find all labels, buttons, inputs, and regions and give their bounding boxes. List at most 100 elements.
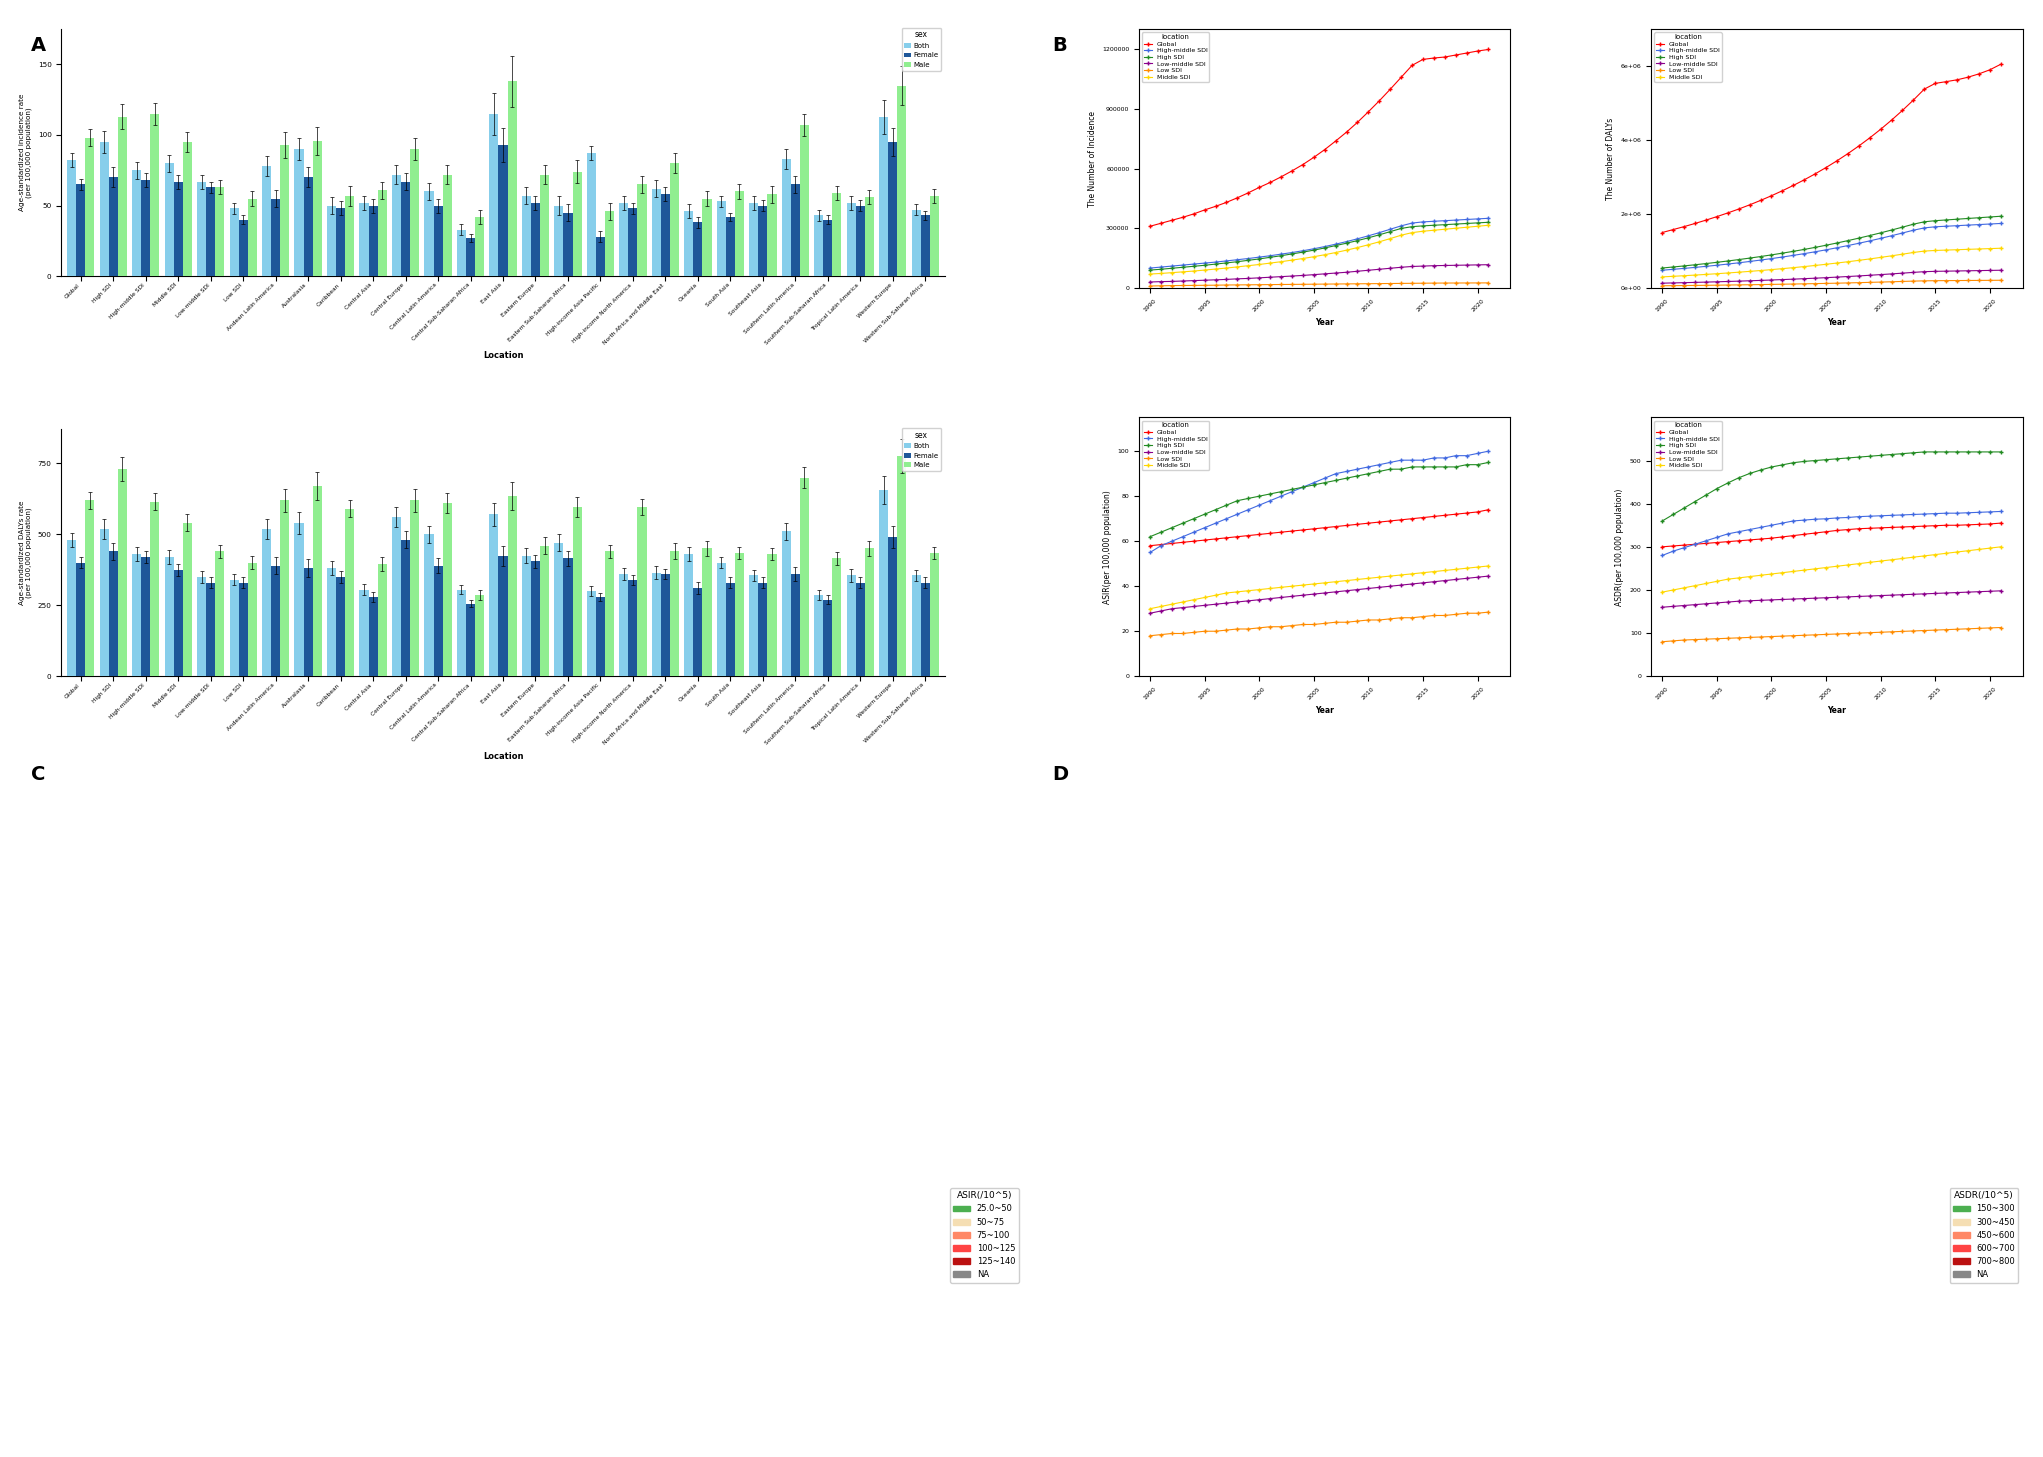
Bar: [229, 208, 239, 277]
Bar: [174, 570, 182, 676]
Bar: [629, 208, 637, 277]
Bar: [521, 195, 531, 277]
Legend: Global, High-middle SDI, High SDI, Low-middle SDI, Low SDI, Middle SDI: Global, High-middle SDI, High SDI, Low-m…: [1142, 32, 1209, 82]
Bar: [108, 178, 118, 277]
Bar: [304, 178, 313, 277]
Bar: [586, 153, 597, 277]
Bar: [801, 478, 809, 676]
Bar: [392, 175, 400, 277]
Y-axis label: The Number of DALYs: The Number of DALYs: [1606, 118, 1616, 200]
Bar: [476, 217, 484, 277]
Bar: [911, 210, 921, 277]
Bar: [294, 149, 304, 277]
Bar: [425, 191, 433, 277]
Bar: [476, 596, 484, 676]
Bar: [443, 175, 452, 277]
Bar: [215, 551, 225, 676]
Bar: [411, 500, 419, 676]
Bar: [815, 216, 823, 277]
X-axis label: Year: Year: [1316, 318, 1334, 326]
Bar: [637, 507, 646, 676]
Bar: [345, 195, 353, 277]
Bar: [637, 185, 646, 277]
Bar: [272, 198, 280, 277]
Bar: [247, 198, 257, 277]
Bar: [466, 603, 476, 676]
Bar: [280, 144, 290, 277]
Bar: [327, 205, 335, 277]
Bar: [735, 552, 744, 676]
Bar: [335, 577, 345, 676]
Bar: [684, 554, 693, 676]
Bar: [433, 565, 443, 676]
Bar: [239, 583, 247, 676]
Legend: Both, Female, Male: Both, Female, Male: [901, 28, 942, 70]
Bar: [141, 557, 151, 676]
X-axis label: Year: Year: [1828, 318, 1847, 326]
Bar: [572, 507, 582, 676]
Bar: [605, 551, 615, 676]
Bar: [725, 217, 735, 277]
Text: D: D: [1052, 765, 1068, 784]
Bar: [878, 117, 889, 277]
Bar: [294, 523, 304, 676]
Bar: [889, 538, 897, 676]
Bar: [313, 487, 323, 676]
Bar: [443, 503, 452, 676]
Bar: [531, 561, 539, 676]
Bar: [911, 576, 921, 676]
Bar: [597, 597, 605, 676]
Bar: [801, 125, 809, 277]
Bar: [272, 565, 280, 676]
Bar: [400, 182, 411, 277]
Legend: Both, Female, Male: Both, Female, Male: [901, 428, 942, 471]
X-axis label: Location: Location: [482, 752, 523, 761]
Bar: [490, 114, 498, 277]
Bar: [239, 220, 247, 277]
Bar: [670, 163, 678, 277]
Bar: [619, 574, 629, 676]
Bar: [182, 141, 192, 277]
Bar: [507, 82, 517, 277]
Bar: [768, 194, 776, 277]
Bar: [652, 188, 660, 277]
Bar: [930, 195, 940, 277]
Bar: [498, 555, 507, 676]
Bar: [313, 141, 323, 277]
Bar: [684, 211, 693, 277]
Y-axis label: The Number of Incidence: The Number of Incidence: [1087, 111, 1097, 207]
Bar: [425, 535, 433, 676]
Bar: [86, 138, 94, 277]
Bar: [458, 590, 466, 676]
Bar: [368, 597, 378, 676]
Bar: [151, 114, 159, 277]
Bar: [67, 160, 76, 277]
Bar: [921, 583, 930, 676]
Bar: [182, 523, 192, 676]
Bar: [458, 230, 466, 277]
Bar: [67, 541, 76, 676]
Bar: [335, 208, 345, 277]
Bar: [360, 203, 368, 277]
Bar: [466, 237, 476, 277]
Bar: [629, 580, 637, 676]
Bar: [400, 541, 411, 676]
Bar: [280, 500, 290, 676]
Bar: [768, 554, 776, 676]
Bar: [174, 182, 182, 277]
Bar: [823, 600, 832, 676]
Bar: [108, 551, 118, 676]
Bar: [196, 577, 206, 676]
Bar: [141, 181, 151, 277]
Bar: [133, 170, 141, 277]
X-axis label: Location: Location: [482, 351, 523, 360]
Bar: [782, 159, 791, 277]
Bar: [206, 186, 215, 277]
Bar: [856, 583, 864, 676]
Bar: [345, 508, 353, 676]
Bar: [670, 551, 678, 676]
Bar: [605, 211, 615, 277]
Bar: [521, 555, 531, 676]
Bar: [360, 590, 368, 676]
Bar: [864, 197, 874, 277]
